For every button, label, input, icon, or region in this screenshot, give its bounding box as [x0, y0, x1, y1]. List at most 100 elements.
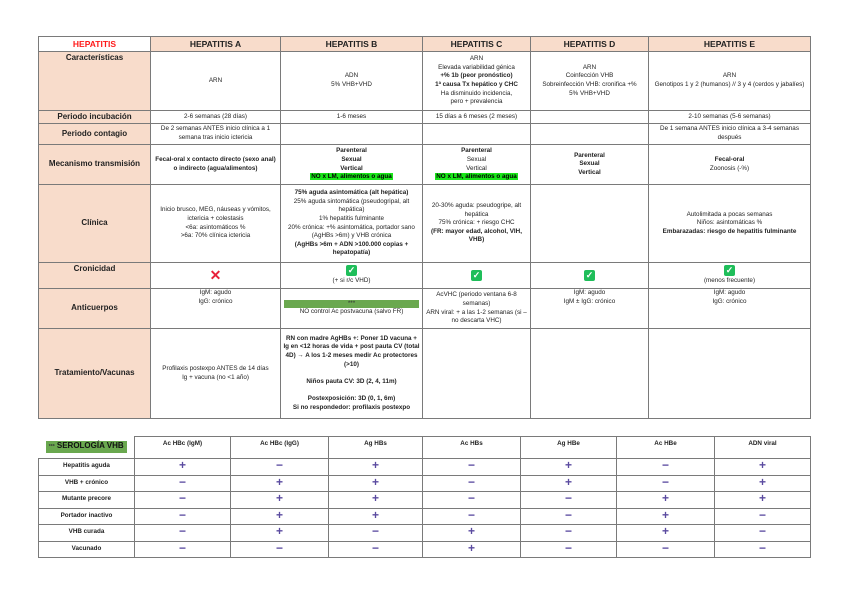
plus-icon: +: [661, 491, 669, 506]
marker-cell: +: [616, 507, 715, 525]
marker-cell: −: [134, 491, 231, 509]
header-hepatitis-a: HEPATITIS A: [150, 36, 281, 52]
text-line: pero + prevalencia: [450, 98, 503, 106]
minus-icon: −: [661, 475, 669, 489]
text-line: Ig + vacuna (no <1 año): [182, 373, 249, 381]
cell-a: 2-6 semanas (28 días): [150, 110, 281, 124]
marker-cell: +: [616, 524, 715, 542]
marker-cell: +: [422, 524, 521, 542]
row-label: Hepatitis aguda: [38, 458, 135, 476]
row-cronicidad: Cronicidad ✕ ✓ (+ si r/c VHD) ✓ ✓ ✓ (menos…: [38, 262, 811, 289]
marker-cell: −: [422, 491, 521, 509]
text-line: +% 1b (peor pronóstico): [440, 72, 513, 80]
minus-icon: −: [564, 541, 572, 555]
col-header: Ag HBe: [520, 436, 617, 459]
marker-cell: −: [616, 458, 715, 476]
text-line: IgM: agudo: [199, 289, 232, 297]
serologia-title-cell: *** SEROLOGÍA VHB: [39, 437, 135, 459]
row-clinica: Clínica Inicio brusco, MEG, náuseas y vó…: [38, 184, 811, 263]
minus-icon: −: [178, 541, 186, 555]
minus-icon: −: [564, 491, 572, 506]
cell-c: Parenteral Sexual Vertical NO x LM, alim…: [422, 144, 531, 185]
row-contagio: Periodo contagio De 2 semanas ANTES inic…: [38, 123, 811, 145]
cell-b: Parenteral Sexual Vertical NO x LM, alim…: [280, 144, 423, 185]
cell-d: IgM: agudo IgM ± IgG: crónico: [530, 288, 649, 329]
row-label: VHB + crónico: [38, 474, 135, 492]
text-line: Sexual: [466, 155, 487, 163]
plus-icon: +: [758, 491, 766, 506]
row-label: Tratamiento/Vacunas: [38, 328, 151, 419]
plus-icon: +: [275, 475, 283, 489]
cell-e: 2-10 semanas (5-6 semanas): [648, 110, 811, 124]
text-line: Inicio brusco, MEG, náuseas y vómitos, i…: [160, 206, 271, 222]
minus-icon: −: [758, 541, 766, 555]
header-hepatitis-b: HEPATITIS B: [280, 36, 423, 52]
col-header: Ag HBs: [328, 436, 423, 459]
minus-icon: −: [758, 508, 766, 522]
plus-icon: +: [371, 491, 379, 506]
text-line: ARN: [722, 72, 737, 80]
col-header: ADN viral: [714, 436, 811, 459]
plus-icon: +: [564, 475, 572, 489]
plus-icon: +: [178, 458, 186, 473]
text-line: Embarazadas: riesgo de hepatitis fulmina…: [662, 227, 797, 235]
serologia-body: Hepatitis aguda + − + − + − + VHB + crónico − + + − +…: [38, 458, 811, 558]
cell-c: ✓: [422, 262, 531, 289]
minus-icon: −: [467, 491, 475, 506]
plus-icon: +: [661, 508, 669, 522]
cell-a: ✕: [150, 262, 281, 289]
cell-a: Profilaxis postexpo ANTES de 14 días Ig +…: [150, 328, 281, 419]
row-anticuerpos: Anticuerpos IgM: agudo IgG: crónico *** NO…: [38, 288, 811, 329]
cell-c: AcVHC (periodo ventana 6-8 semanas) ARN v…: [422, 288, 531, 329]
marker-cell: −: [230, 540, 329, 558]
marker-cell: −: [616, 474, 715, 492]
cell-b: RN con madre AgHBs +: Poner 1D vacuna + …: [280, 328, 423, 419]
marker-cell: +: [328, 507, 423, 525]
text-line: <6a: asintomáticos %: [185, 223, 246, 231]
col-header: Ac HBs: [422, 436, 521, 459]
minus-icon: −: [661, 458, 669, 473]
marker-cell: −: [714, 507, 811, 525]
marker-cell: +: [714, 491, 811, 509]
marker-cell: +: [328, 491, 423, 509]
marker-cell: −: [422, 458, 521, 476]
marker-cell: +: [230, 474, 329, 492]
marker-cell: +: [230, 507, 329, 525]
text-line: IgG: crónico: [712, 297, 747, 305]
text-line: Vertical: [578, 168, 601, 176]
note: (menos frecuente): [703, 277, 756, 284]
cell-d: ✓: [530, 262, 649, 289]
cell-b: ✓ (+ si r/c VHD): [280, 262, 423, 289]
plus-icon: +: [275, 508, 283, 522]
plus-icon: +: [758, 458, 766, 473]
text-line: >6a: 70% clínica ictericia: [180, 232, 251, 240]
text-line: ARN viral: + a las 1-2 semanas (si – no …: [426, 308, 527, 325]
text-line: IgM: agudo: [713, 289, 746, 297]
header-hepatitis-c: HEPATITIS C: [422, 36, 531, 52]
marker-cell: +: [422, 540, 521, 558]
text-line: (AgHBs >6m + ADN >100.000 copias + hepat…: [294, 240, 409, 257]
cell-e: [648, 328, 811, 419]
marker-cell: +: [230, 491, 329, 509]
table-row: Vacunado − − − + − − −: [38, 540, 811, 558]
marker-cell: −: [422, 474, 521, 492]
minus-icon: −: [467, 475, 475, 489]
highlight-text: NO x LM, alimentos o agua: [435, 173, 518, 181]
cell-d: Parenteral Sexual Vertical: [530, 144, 649, 185]
cell-e: IgM: agudo IgG: crónico: [648, 288, 811, 329]
cell-c: [422, 328, 531, 419]
text-line: 20-30% aguda: pseudogripe, alt hepática: [431, 202, 522, 218]
minus-icon: −: [661, 541, 669, 555]
header-row: HEPATITIS HEPATITIS A HEPATITIS B HEPATI…: [38, 36, 811, 52]
cell-d: [530, 184, 649, 263]
marker-cell: −: [616, 540, 715, 558]
row-label: Anticuerpos: [38, 288, 151, 329]
text-line: Genotipos 1 y 2 (humanos) // 3 y 4 (cerd…: [654, 81, 805, 88]
marker-cell: +: [520, 458, 617, 476]
cell-b: [280, 123, 423, 145]
header-hepatitis-e: HEPATITIS E: [648, 36, 811, 52]
row-label: Periodo incubación: [38, 110, 151, 124]
marker-cell: +: [616, 491, 715, 509]
check-icon: ✓: [471, 269, 482, 281]
serologia-table: *** SEROLOGÍA VHB Ac HBc (IgM) Ac HBc (I…: [38, 436, 811, 558]
